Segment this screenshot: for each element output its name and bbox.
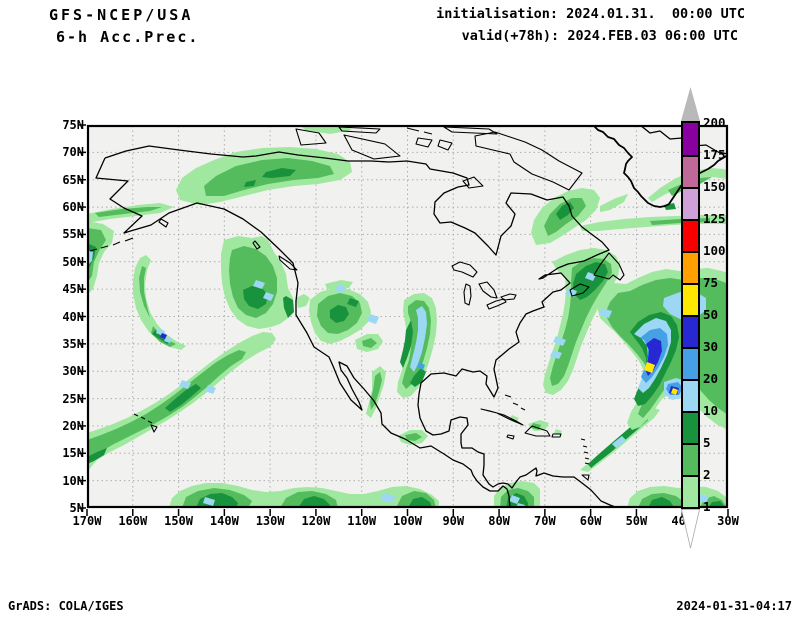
precip-region-northwest-canada	[176, 126, 352, 205]
colorbar-segment	[683, 187, 698, 219]
grads-credit: GrADS: COLA/IGES	[8, 599, 124, 613]
colorbar-level-label: 100	[703, 243, 726, 258]
lat-tick-label: 60N	[62, 200, 84, 215]
precip-region-subtropical-pacific-band	[88, 332, 276, 471]
precip-region-north-pacific-arc	[133, 255, 186, 350]
colorbar	[681, 121, 700, 509]
lat-tick-label: 15N	[62, 446, 84, 461]
colorbar-level-label: 150	[703, 179, 726, 194]
precip-region-pacific-itcz	[169, 483, 439, 507]
precip-region-atlantic-itcz	[627, 486, 727, 507]
model-title: GFS-NCEP/USA	[49, 6, 194, 24]
product-title: 6-h Acc.Prec.	[56, 28, 200, 46]
great-lakes	[451, 261, 517, 310]
colorbar-segment	[683, 443, 698, 475]
lat-tick-label: 65N	[62, 172, 84, 187]
lon-tick-label: 60W	[579, 514, 602, 528]
lat-tick-label: 35N	[62, 336, 84, 351]
colorbar-segment	[683, 411, 698, 443]
lat-tick-label: 25N	[62, 391, 84, 406]
lat-tick-label: 10N	[62, 473, 84, 488]
lon-tick-label: 130W	[255, 514, 285, 528]
lon-tick-label: 170W	[72, 514, 102, 528]
lat-tick-label: 75N	[62, 118, 84, 132]
colorbar-level-label: 20	[703, 371, 719, 386]
initialisation-time: initialisation: 2024.01.31. 00:00 UTC	[436, 6, 745, 22]
lat-tick-label: 55N	[62, 227, 84, 242]
precip-region-western-us	[296, 280, 428, 445]
lon-tick-label: 120W	[301, 514, 331, 528]
lon-tick-label: 160W	[118, 514, 148, 528]
colorbar-level-label: 50	[703, 307, 719, 322]
precip-region-east-coast-band	[543, 248, 620, 395]
lat-tick-label: 70N	[62, 145, 84, 160]
colorbar-below-min-arrow	[681, 509, 700, 549]
lat-tick-label: 40N	[62, 309, 84, 324]
lat-tick-label: 30N	[62, 364, 84, 379]
colorbar-segment	[683, 347, 698, 379]
colorbar-level-label: 2	[703, 467, 711, 482]
lon-tick-label: 30W	[717, 514, 739, 528]
lat-tick-label: 5N	[69, 501, 84, 515]
colorbar-level-label: 5	[703, 435, 711, 450]
colorbar-segment	[683, 379, 698, 411]
precip-region-gulf-of-alaska	[88, 203, 174, 294]
coastline-arctic-atlantic-side	[104, 145, 618, 507]
creation-timestamp: 2024-01-31-04:17	[676, 599, 792, 613]
colorbar-segment	[683, 219, 698, 251]
precip-region-pacific-northwest-offshore	[221, 236, 294, 329]
colorbar-level-label: 175	[703, 147, 726, 162]
lon-tick-label: 140W	[209, 514, 239, 528]
colorbar-level-label: 75	[703, 275, 719, 290]
colorbar-level-label: 125	[703, 211, 726, 226]
colorbar-level-label: 30	[703, 339, 719, 354]
colorbar-segment	[683, 283, 698, 315]
lon-tick-label: 50W	[625, 514, 648, 528]
colorbar-segment	[683, 251, 698, 283]
lon-tick-label: 90W	[442, 514, 465, 528]
lon-tick-label: 150W	[164, 514, 194, 528]
colorbar-segment	[683, 123, 698, 155]
islands	[89, 126, 625, 481]
colorbar-segment	[683, 155, 698, 187]
colorbar-segment	[683, 315, 698, 347]
map-frame	[86, 124, 729, 509]
lat-tick-label: 50N	[62, 254, 84, 269]
colorbar-level-label: 10	[703, 403, 719, 418]
axis-tick-marks	[79, 124, 729, 516]
colorbar-level-label: 200	[703, 115, 726, 130]
colorbar-above-max-arrow	[681, 87, 700, 121]
lat-tick-label: 20N	[62, 418, 84, 433]
valid-time: valid(+78h): 2024.FEB.03 06:00 UTC	[461, 28, 738, 44]
lon-tick-label: 110W	[347, 514, 377, 528]
lat-tick-label: 45N	[62, 282, 84, 297]
colorbar-level-label: 1	[703, 499, 711, 514]
lon-tick-label: 80W	[488, 514, 510, 528]
colorbar-segment	[683, 475, 698, 507]
coastline-pacific-side	[95, 157, 511, 507]
precip-region-caribbean	[509, 415, 562, 435]
precip-region-texas-streak	[397, 293, 437, 398]
lon-tick-label: 100W	[393, 514, 422, 528]
lon-tick-label: 70W	[534, 514, 556, 528]
